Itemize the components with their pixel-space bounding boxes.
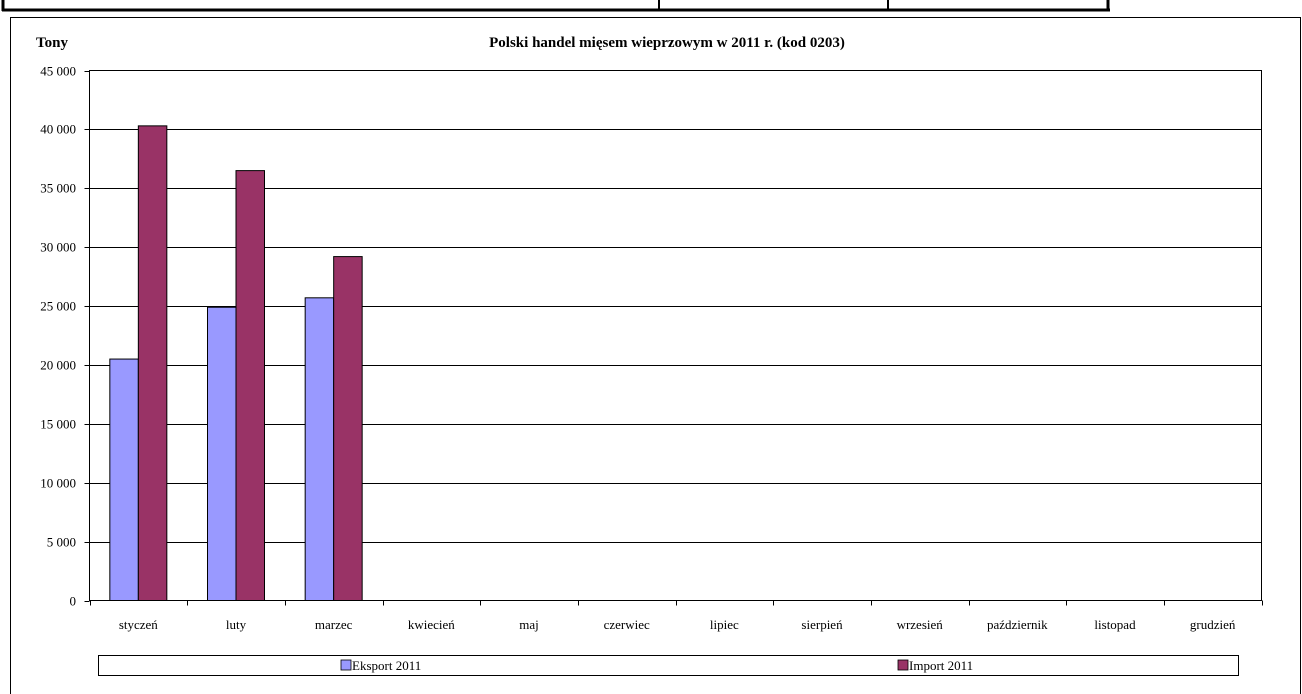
- x-tick-label: czerwiec: [604, 617, 650, 632]
- y-tick-label: 10 000: [40, 476, 76, 491]
- gridlines: [89, 129, 1262, 543]
- x-tick-label: marzec: [315, 617, 353, 632]
- y-tick-label: 35 000: [40, 181, 76, 196]
- x-tick-label: styczeń: [119, 617, 158, 632]
- y-tick-label: 30 000: [40, 240, 76, 255]
- x-tick-label: grudzień: [1190, 617, 1236, 632]
- legend: Eksport 2011 Import 2011: [98, 655, 1239, 676]
- x-axis-ticks: styczeń luty marzec kwiecień maj czerwiec lipi…: [90, 600, 1263, 632]
- legend-label-eksport: Eksport 2011: [352, 658, 421, 673]
- legend-box: [98, 655, 1239, 676]
- y-tick-label: 25 000: [40, 299, 76, 314]
- y-tick-label: 5 000: [47, 535, 76, 550]
- x-tick-label: lipiec: [710, 617, 739, 632]
- y-tick-label: 15 000: [40, 417, 76, 432]
- x-tick-label: sierpień: [801, 617, 843, 632]
- x-tick-label: luty: [226, 617, 247, 632]
- y-axis-ticks: 0 5 000 10 000 15 000 20 000 25 000 30 000 35 0…: [40, 64, 90, 609]
- bar-eksport-marzec: [304, 297, 335, 601]
- x-tick-label: październik: [987, 617, 1048, 632]
- y-tick-label: 45 000: [40, 64, 76, 79]
- bar-eksport-styczeń: [109, 358, 139, 601]
- y-tick-label: 20 000: [40, 358, 76, 373]
- x-tick-label: listopad: [1094, 617, 1136, 632]
- top-table-strip: [0, 0, 1302, 12]
- x-tick-label: kwiecień: [408, 617, 455, 632]
- bar-import-marzec: [333, 256, 363, 601]
- bar-import-luty: [235, 170, 265, 601]
- legend-item-import: Import 2011: [897, 658, 973, 673]
- bar-import-styczeń: [137, 125, 168, 601]
- x-tick-label: maj: [519, 617, 539, 632]
- x-tick-label: wrzesień: [897, 617, 944, 632]
- legend-swatch-import: [897, 659, 909, 671]
- legend-label-import: Import 2011: [909, 658, 973, 673]
- y-axis-label: Tony: [36, 35, 68, 51]
- plot-area: [89, 70, 1262, 601]
- legend-item-eksport: Eksport 2011: [340, 658, 421, 673]
- y-tick-label: 40 000: [40, 122, 76, 137]
- legend-swatch-eksport: [340, 659, 352, 671]
- bar-eksport-luty: [207, 306, 237, 601]
- bars: [109, 125, 363, 601]
- chart-title: Polski handel mięsem wieprzowym w 2011 r…: [489, 35, 845, 51]
- y-tick-label: 0: [70, 594, 77, 609]
